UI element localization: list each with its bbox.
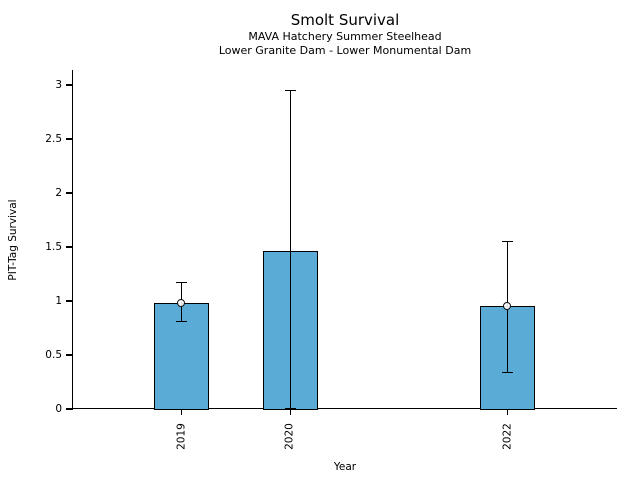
- y-tick-label: 2.5: [45, 132, 62, 145]
- x-tick-mark: [289, 409, 291, 415]
- error-bar-cap-bottom: [502, 371, 514, 373]
- chart-subtitle-line2: Lower Granite Dam - Lower Monumental Dam: [218, 44, 472, 57]
- y-tick-label: 3: [55, 78, 62, 91]
- x-axis-spine: [72, 408, 617, 410]
- x-tick-mark: [507, 409, 509, 415]
- x-tick-mark: [180, 409, 183, 415]
- y-tick-mark: [66, 408, 73, 410]
- error-bar-cap-bottom: [176, 320, 187, 323]
- error-bar-cap-top: [502, 240, 514, 243]
- error-bar-cap-bottom: [284, 408, 296, 410]
- y-axis-label: PIT-Tag Survival: [7, 199, 19, 281]
- x-axis-label: Year: [333, 461, 357, 473]
- chart-title: Smolt Survival: [290, 11, 400, 29]
- x-tick-label: 2019: [175, 423, 187, 450]
- y-tick-mark: [66, 84, 73, 86]
- error-bar-line: [289, 90, 291, 409]
- error-bar-cap-top: [284, 89, 296, 92]
- x-tick-label: 2020: [283, 423, 296, 450]
- y-tick-mark: [66, 354, 73, 356]
- chart-title-block: Smolt Survival MAVA Hatchery Summer Stee…: [73, 11, 617, 58]
- y-tick-label: 1.5: [45, 240, 62, 253]
- y-tick-label: 2: [55, 186, 62, 199]
- point-estimate-marker: [177, 298, 186, 308]
- chart-subtitle-line1: MAVA Hatchery Summer Steelhead: [248, 30, 442, 43]
- y-tick-label: 1: [55, 294, 62, 307]
- y-tick-mark: [66, 138, 73, 140]
- x-tick-label: 2022: [501, 423, 514, 450]
- y-tick-mark: [66, 192, 73, 194]
- y-axis-spine: [72, 70, 74, 409]
- y-tick-mark: [66, 246, 73, 248]
- y-tick-mark: [66, 300, 73, 302]
- point-estimate-marker: [503, 301, 512, 311]
- error-bar-cap-top: [176, 281, 187, 284]
- y-tick-label: 0.5: [45, 348, 62, 361]
- y-tick-label: 0: [55, 402, 62, 415]
